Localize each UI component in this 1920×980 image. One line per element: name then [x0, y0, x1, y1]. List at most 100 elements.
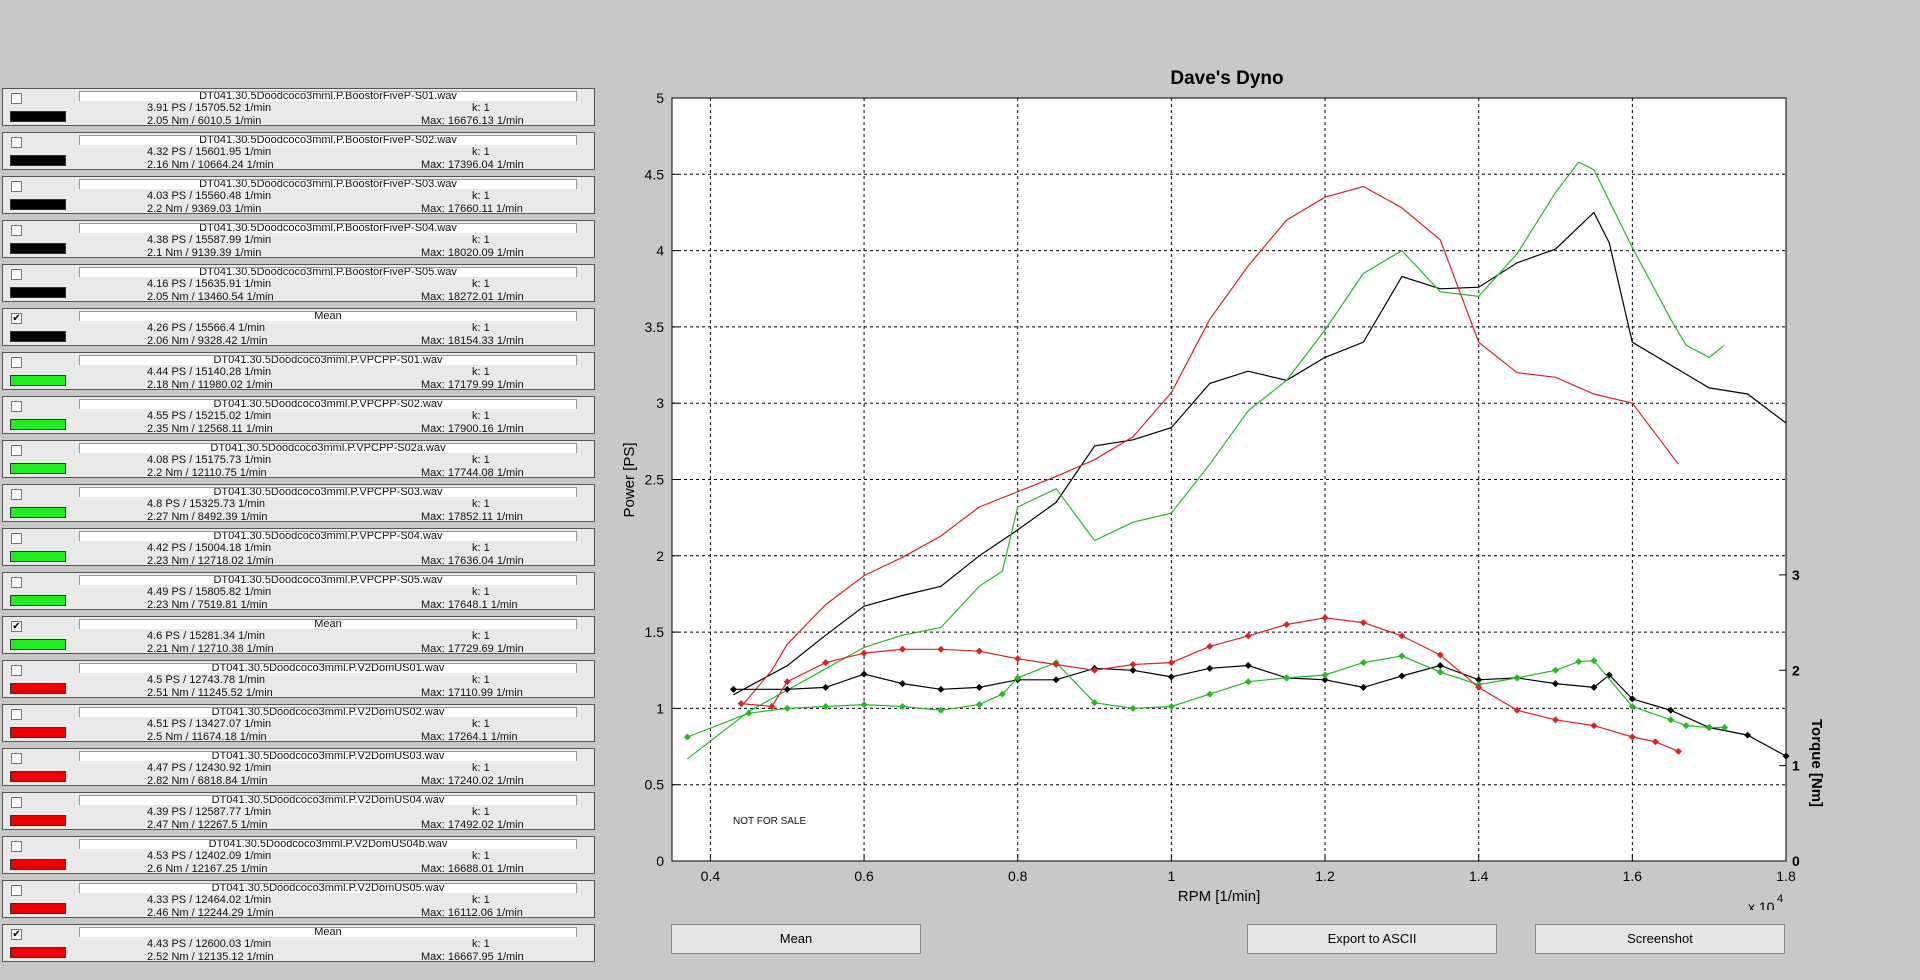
- run-list-item[interactable]: DT041.30.5Doodcoco3mml.P.VPCPP-S01.wav 4.…: [2, 352, 595, 390]
- torque-marker: [860, 649, 868, 657]
- run-list-item[interactable]: DT041.30.5Doodcoco3mml.P.V2DomUS05.wav 4.…: [2, 880, 595, 918]
- y2-tick-label: 2: [1792, 662, 1800, 678]
- run-list-item[interactable]: DT041.30.5Doodcoco3mml.P.VPCPP-S02a.wav 4…: [2, 440, 595, 478]
- color-swatch[interactable]: [10, 155, 66, 166]
- run-list-item[interactable]: DT041.30.5Doodcoco3mml.P.BoostorFiveP-S0…: [2, 132, 595, 170]
- color-swatch[interactable]: [10, 199, 66, 210]
- run-name: DT041.30.5Doodcoco3mml.P.BoostorFiveP-S0…: [199, 135, 457, 145]
- run-checkbox[interactable]: [11, 709, 22, 720]
- run-list-item[interactable]: ✔ Mean 4.6 PS / 15281.34 1/min k: 1 2.21 Nm …: [2, 616, 595, 654]
- run-list-item[interactable]: DT041.30.5Doodcoco3mml.P.BoostorFiveP-S0…: [2, 220, 595, 258]
- run-peak-torque: 2.05 Nm / 6010.5 1/min: [147, 115, 262, 126]
- color-swatch[interactable]: [10, 815, 66, 826]
- run-name: DT041.30.5Doodcoco3mml.P.V2DomUS04b.wav: [208, 839, 448, 849]
- run-checkbox[interactable]: [11, 181, 22, 192]
- run-checkbox[interactable]: ✔: [11, 929, 22, 940]
- color-swatch[interactable]: [10, 463, 66, 474]
- run-peak-power: 4.51 PS / 13427.07 1/min: [147, 718, 272, 730]
- color-swatch[interactable]: [10, 947, 66, 958]
- run-checkbox[interactable]: [11, 885, 22, 896]
- run-max-rpm: Max: 17660.11 1/min: [421, 203, 523, 214]
- color-swatch[interactable]: [10, 639, 66, 650]
- run-checkbox[interactable]: ✔: [11, 621, 22, 632]
- run-max-rpm: Max: 18154.33 1/min: [421, 335, 524, 346]
- run-list-item[interactable]: DT041.30.5Doodcoco3mml.P.V2DomUS02.wav 4.…: [2, 704, 595, 742]
- torque-marker: [1321, 671, 1329, 679]
- run-list-item[interactable]: DT041.30.5Doodcoco3mml.P.VPCPP-S05.wav 4.…: [2, 572, 595, 610]
- mean-button[interactable]: Mean: [671, 924, 921, 954]
- run-peak-power: 4.44 PS / 15140.28 1/min: [147, 366, 272, 378]
- color-swatch[interactable]: [10, 111, 66, 122]
- torque-marker: [1206, 664, 1214, 672]
- run-checkbox[interactable]: [11, 577, 22, 588]
- color-swatch[interactable]: [10, 595, 66, 606]
- run-checkbox[interactable]: [11, 841, 22, 852]
- run-list-item[interactable]: DT041.30.5Doodcoco3mml.P.V2DomUS03.wav 4.…: [2, 748, 595, 786]
- run-checkbox[interactable]: [11, 401, 22, 412]
- run-peak-power: 4.39 PS / 12587.77 1/min: [147, 806, 272, 818]
- torque-marker: [1552, 680, 1560, 688]
- screenshot-button[interactable]: Screenshot: [1535, 924, 1785, 954]
- run-list-item[interactable]: DT041.30.5Doodcoco3mml.P.BoostorFiveP-S0…: [2, 88, 595, 126]
- run-name-field: DT041.30.5Doodcoco3mml.P.VPCPP-S05.wav: [79, 575, 577, 585]
- run-checkbox[interactable]: [11, 445, 22, 456]
- run-checkbox[interactable]: [11, 665, 22, 676]
- run-list-item[interactable]: DT041.30.5Doodcoco3mml.P.BoostorFiveP-S0…: [2, 176, 595, 214]
- run-checkbox[interactable]: [11, 357, 22, 368]
- torque-marker: [783, 704, 791, 712]
- color-swatch[interactable]: [10, 375, 66, 386]
- color-swatch[interactable]: [10, 419, 66, 430]
- run-list-item[interactable]: DT041.30.5Doodcoco3mml.P.V2DomUS04b.wav 4…: [2, 836, 595, 874]
- run-k-factor: k: 1: [472, 850, 490, 862]
- color-swatch[interactable]: [10, 727, 66, 738]
- color-swatch[interactable]: [10, 903, 66, 914]
- torque-marker: [860, 670, 868, 678]
- run-checkbox[interactable]: [11, 225, 22, 236]
- run-checkbox[interactable]: [11, 533, 22, 544]
- run-list-item[interactable]: ✔ Mean 4.26 PS / 15566.4 1/min k: 1 2.06 Nm …: [2, 308, 595, 346]
- run-max-rpm: Max: 18020.09 1/min: [421, 247, 524, 258]
- run-list-item[interactable]: DT041.30.5Doodcoco3mml.P.VPCPP-S03.wav 4.…: [2, 484, 595, 522]
- run-checkbox[interactable]: [11, 489, 22, 500]
- color-swatch[interactable]: [10, 331, 66, 342]
- run-name-field: DT041.30.5Doodcoco3mml.P.BoostorFiveP-S0…: [79, 267, 577, 277]
- color-swatch[interactable]: [10, 771, 66, 782]
- run-list-item[interactable]: DT041.30.5Doodcoco3mml.P.V2DomUS04.wav 4.…: [2, 792, 595, 830]
- torque-marker: [1129, 704, 1137, 712]
- run-peak-torque: 2.21 Nm / 12710.38 1/min: [147, 643, 274, 654]
- run-checkbox[interactable]: [11, 797, 22, 808]
- run-name-field: DT041.30.5Doodcoco3mml.P.BoostorFiveP-S0…: [79, 135, 577, 145]
- color-swatch[interactable]: [10, 859, 66, 870]
- color-swatch[interactable]: [10, 243, 66, 254]
- run-checkbox[interactable]: [11, 753, 22, 764]
- export-ascii-button[interactable]: Export to ASCII: [1247, 924, 1497, 954]
- run-name: Mean: [314, 619, 342, 629]
- run-list-item[interactable]: DT041.30.5Doodcoco3mml.P.VPCPP-S02.wav 4.…: [2, 396, 595, 434]
- run-peak-power: 4.32 PS / 15601.95 1/min: [147, 146, 272, 158]
- run-checkbox[interactable]: [11, 269, 22, 280]
- torque-marker: [1014, 655, 1022, 663]
- run-list-item[interactable]: DT041.30.5Doodcoco3mml.P.VPCPP-S04.wav 4.…: [2, 528, 595, 566]
- run-checkbox[interactable]: [11, 93, 22, 104]
- run-checkbox[interactable]: [11, 137, 22, 148]
- color-swatch[interactable]: [10, 287, 66, 298]
- color-swatch[interactable]: [10, 507, 66, 518]
- torque-marker: [860, 701, 868, 709]
- run-checkbox[interactable]: ✔: [11, 313, 22, 324]
- run-list-item[interactable]: DT041.30.5Doodcoco3mml.P.BoostorFiveP-S0…: [2, 264, 595, 302]
- run-max-rpm: Max: 18272.01 1/min: [421, 291, 524, 302]
- run-peak-torque: 2.35 Nm / 12568.11 1/min: [147, 423, 273, 434]
- run-list-item[interactable]: DT041.30.5Doodcoco3mml.P.V2DomUS01.wav 4.…: [2, 660, 595, 698]
- color-swatch[interactable]: [10, 683, 66, 694]
- run-peak-torque: 2.2 Nm / 12110.75 1/min: [147, 467, 267, 478]
- run-name: DT041.30.5Doodcoco3mml.P.VPCPP-S05.wav: [213, 575, 443, 585]
- torque-marker: [1575, 658, 1583, 666]
- torque-marker: [1667, 716, 1675, 724]
- torque-marker: [1321, 614, 1329, 622]
- color-swatch[interactable]: [10, 551, 66, 562]
- torque-marker: [1628, 733, 1636, 741]
- x-tick-label: 1.4: [1469, 868, 1489, 884]
- run-peak-power: 4.5 PS / 12743.78 1/min: [147, 674, 266, 686]
- run-list-item[interactable]: ✔ Mean 4.43 PS / 12600.03 1/min k: 1 2.52 Nm…: [2, 924, 595, 962]
- run-peak-power: 4.08 PS / 15175.73 1/min: [147, 454, 272, 466]
